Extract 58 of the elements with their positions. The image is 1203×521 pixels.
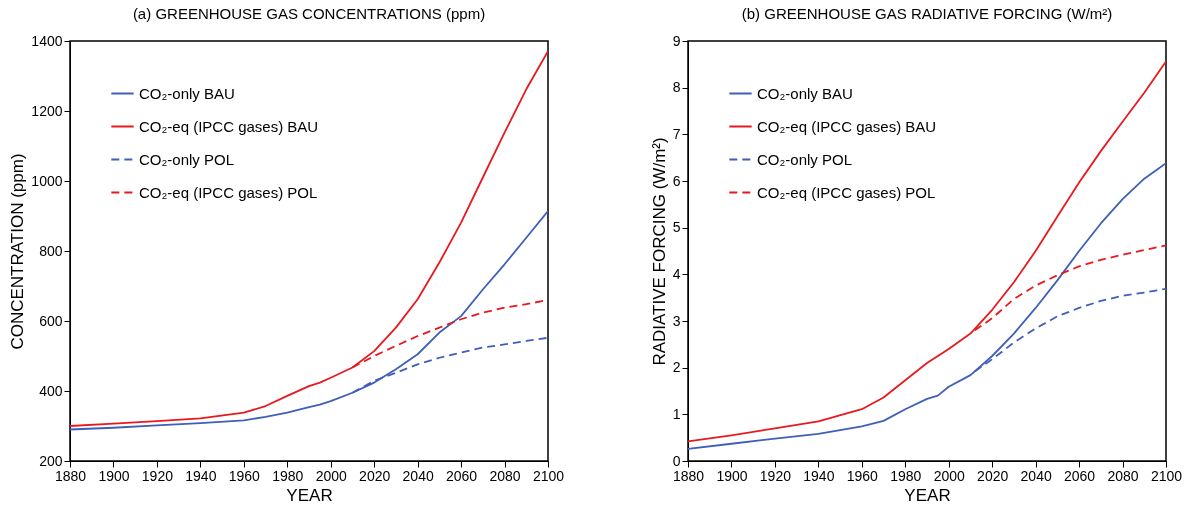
chart-title: (b) GREENHOUSE GAS RADIATIVE FORCING (W/m²) (741, 5, 1113, 22)
legend-label: CO₂-only POL (757, 150, 853, 168)
legend-label: CO₂-only POL (139, 150, 235, 168)
y-tick-label: 4 (672, 265, 681, 282)
line-series (70, 210, 548, 431)
x-tick-label: 1880 (672, 467, 705, 484)
y-tick-label: 200 (39, 452, 63, 469)
legend-label: CO₂-only BAU (139, 84, 235, 102)
legend-label: CO₂-only BAU (757, 84, 853, 102)
legend-label: CO₂-eq (IPCC gases) BAU (757, 117, 937, 135)
x-tick-label: 2040 (402, 467, 434, 484)
x-tick-label: 1980 (890, 467, 922, 484)
x-axis-title: YEAR (286, 485, 333, 505)
y-axis-title: RADIATIVE FORCING (W/m²) (649, 137, 669, 366)
x-tick-label: 2060 (446, 467, 478, 484)
legend-label: CO₂-eq (IPCC gases) POL (757, 183, 936, 201)
y-tick-label: 1 (672, 405, 681, 422)
y-tick-label: 7 (672, 125, 681, 142)
y-tick-label: 600 (39, 312, 63, 329)
x-tick-label: 2020 (977, 467, 1009, 484)
x-tick-label: 2100 (532, 467, 565, 484)
x-axis-title: YEAR (904, 485, 951, 505)
y-axis-title: CONCENTRATION (ppm) (8, 153, 28, 350)
y-tick-label: 1400 (31, 32, 63, 49)
line-series (70, 50, 548, 427)
x-tick-label: 1980 (272, 467, 304, 484)
x-tick-label: 2100 (1150, 467, 1183, 484)
x-tick-label: 1920 (759, 467, 792, 484)
legend-label: CO₂-eq (IPCC gases) BAU (139, 117, 319, 135)
x-tick-label: 2080 (1107, 467, 1139, 484)
x-tick-label: 2000 (315, 467, 348, 484)
y-tick-label: 2 (672, 359, 681, 376)
x-tick-label: 2060 (1064, 467, 1096, 484)
x-tick-label: 1960 (846, 467, 879, 484)
x-tick-label: 1940 (185, 467, 217, 484)
y-tick-label: 1000 (31, 172, 63, 189)
y-tick-label: 400 (39, 382, 63, 399)
x-tick-label: 1920 (141, 467, 174, 484)
x-tick-label: 1940 (803, 467, 835, 484)
y-tick-label: 9 (672, 32, 681, 49)
x-tick-label: 2020 (359, 467, 391, 484)
y-tick-label: 1200 (31, 102, 63, 119)
y-tick-label: 800 (39, 242, 63, 259)
x-tick-label: 2040 (1020, 467, 1052, 484)
x-tick-label: 1960 (228, 467, 261, 484)
x-tick-label: 1880 (54, 467, 87, 484)
y-tick-label: 8 (672, 79, 681, 96)
chart-title: (a) GREENHOUSE GAS CONCENTRATIONS (ppm) (132, 5, 486, 22)
y-tick-label: 0 (672, 452, 681, 469)
x-tick-label: 1900 (98, 467, 130, 484)
legend-label: CO₂-eq (IPCC gases) POL (139, 183, 318, 201)
y-tick-label: 3 (672, 312, 681, 329)
y-tick-label: 5 (672, 219, 681, 236)
x-tick-label: 1900 (716, 467, 748, 484)
x-tick-label: 2000 (933, 467, 966, 484)
line-series (688, 60, 1166, 443)
x-tick-label: 2080 (489, 467, 521, 484)
y-tick-label: 6 (672, 172, 681, 189)
